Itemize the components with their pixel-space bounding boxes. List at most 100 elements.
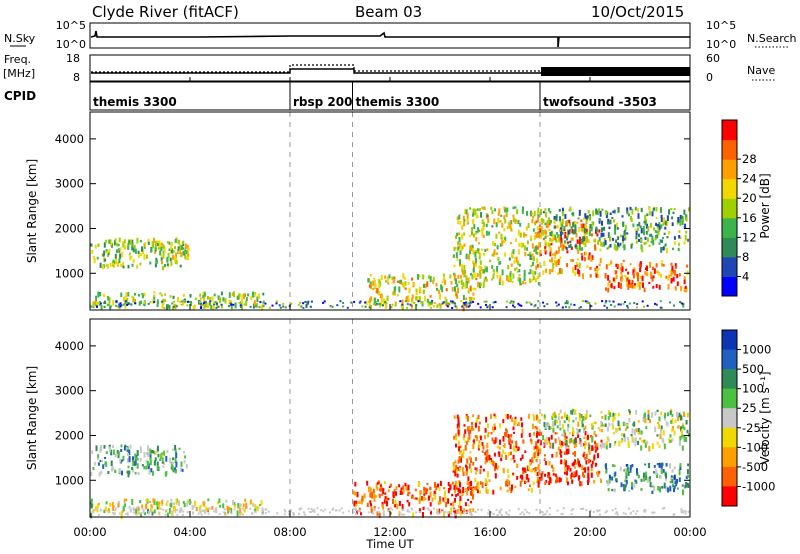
data-cell bbox=[156, 240, 159, 244]
data-cell bbox=[621, 266, 624, 273]
ground-scatter-cell bbox=[480, 508, 483, 511]
data-cell bbox=[118, 248, 121, 253]
ground-scatter-cell bbox=[659, 300, 662, 303]
colorbar-swatch bbox=[722, 349, 737, 370]
data-cell bbox=[577, 421, 580, 427]
data-cell bbox=[645, 426, 648, 430]
data-cell bbox=[488, 479, 491, 482]
data-cell bbox=[655, 234, 657, 239]
data-cell bbox=[498, 208, 501, 214]
data-cell bbox=[94, 244, 97, 249]
colorbar-tick-label: 16 bbox=[742, 211, 757, 225]
data-cell bbox=[577, 217, 580, 220]
data-cell bbox=[646, 265, 648, 272]
data-cell bbox=[685, 475, 688, 479]
data-cell bbox=[116, 261, 119, 267]
data-cell bbox=[239, 503, 242, 507]
data-cell bbox=[168, 241, 171, 245]
data-cell bbox=[464, 283, 467, 289]
data-cell bbox=[488, 454, 491, 461]
data-cell bbox=[683, 241, 686, 245]
data-cell bbox=[526, 240, 529, 245]
data-cell bbox=[561, 207, 564, 214]
data-cell bbox=[224, 511, 226, 516]
data-cell bbox=[102, 253, 105, 257]
data-cell bbox=[665, 463, 668, 467]
data-cell bbox=[382, 298, 385, 305]
data-cell bbox=[141, 294, 144, 299]
data-cell bbox=[502, 436, 505, 442]
data-cell bbox=[537, 440, 539, 444]
ground-scatter-cell bbox=[284, 306, 287, 309]
ground-scatter-cell bbox=[521, 511, 524, 514]
data-cell bbox=[579, 481, 582, 487]
cpid-frame bbox=[89, 81, 691, 111]
data-cell bbox=[569, 222, 571, 227]
data-cell bbox=[597, 274, 600, 279]
data-cell bbox=[532, 481, 535, 486]
data-cell bbox=[673, 208, 676, 211]
data-cell bbox=[531, 457, 534, 463]
data-cell bbox=[181, 468, 184, 472]
data-cell bbox=[507, 279, 510, 283]
data-cell bbox=[463, 507, 466, 512]
data-cell bbox=[568, 229, 571, 232]
data-cell bbox=[202, 291, 205, 297]
data-cell bbox=[212, 304, 215, 310]
data-cell bbox=[549, 269, 552, 273]
data-cell bbox=[553, 411, 556, 416]
data-cell bbox=[119, 253, 122, 259]
data-cell bbox=[685, 482, 688, 488]
data-cell bbox=[501, 236, 504, 243]
data-cell bbox=[475, 250, 478, 253]
data-cell bbox=[498, 279, 501, 285]
data-cell bbox=[504, 218, 507, 224]
data-cell bbox=[554, 473, 557, 477]
data-cell bbox=[161, 254, 164, 258]
data-cell bbox=[558, 268, 561, 274]
data-cell bbox=[136, 237, 139, 244]
data-cell bbox=[528, 272, 531, 275]
data-cell bbox=[515, 440, 518, 446]
data-cell bbox=[502, 449, 505, 454]
data-cell bbox=[110, 460, 113, 467]
data-cell bbox=[684, 223, 687, 229]
data-cell bbox=[458, 446, 461, 452]
data-cell bbox=[658, 242, 661, 245]
data-cell bbox=[541, 222, 544, 225]
data-cell bbox=[245, 502, 248, 509]
data-cell bbox=[394, 301, 397, 306]
data-cell bbox=[660, 260, 663, 263]
data-cell bbox=[587, 209, 590, 214]
ground-scatter-cell bbox=[355, 509, 357, 512]
ground-scatter-cell bbox=[468, 302, 471, 305]
data-cell bbox=[543, 458, 546, 462]
data-cell bbox=[456, 216, 459, 221]
data-cell bbox=[563, 437, 566, 441]
data-cell bbox=[387, 281, 390, 285]
data-cell bbox=[547, 222, 550, 228]
data-cell bbox=[261, 510, 264, 515]
data-cell bbox=[403, 284, 406, 289]
data-cell bbox=[193, 505, 196, 508]
ground-scatter-cell bbox=[180, 509, 183, 511]
data-cell bbox=[505, 429, 508, 434]
data-cell bbox=[500, 457, 503, 462]
data-cell bbox=[123, 239, 126, 244]
data-cell bbox=[590, 257, 593, 262]
data-cell bbox=[471, 425, 474, 431]
data-cell bbox=[643, 242, 646, 246]
data-cell bbox=[578, 262, 581, 269]
data-cell bbox=[644, 214, 647, 221]
data-cell bbox=[474, 467, 477, 470]
data-cell bbox=[475, 417, 478, 423]
data-cell bbox=[536, 447, 539, 453]
ground-scatter-cell bbox=[519, 513, 522, 515]
ground-scatter-cell bbox=[655, 303, 658, 306]
ground-scatter-cell bbox=[199, 511, 202, 513]
data-cell bbox=[642, 282, 644, 288]
data-cell bbox=[160, 246, 163, 251]
data-cell bbox=[509, 223, 512, 228]
ground-scatter-cell bbox=[470, 512, 473, 515]
data-cell bbox=[149, 454, 152, 460]
